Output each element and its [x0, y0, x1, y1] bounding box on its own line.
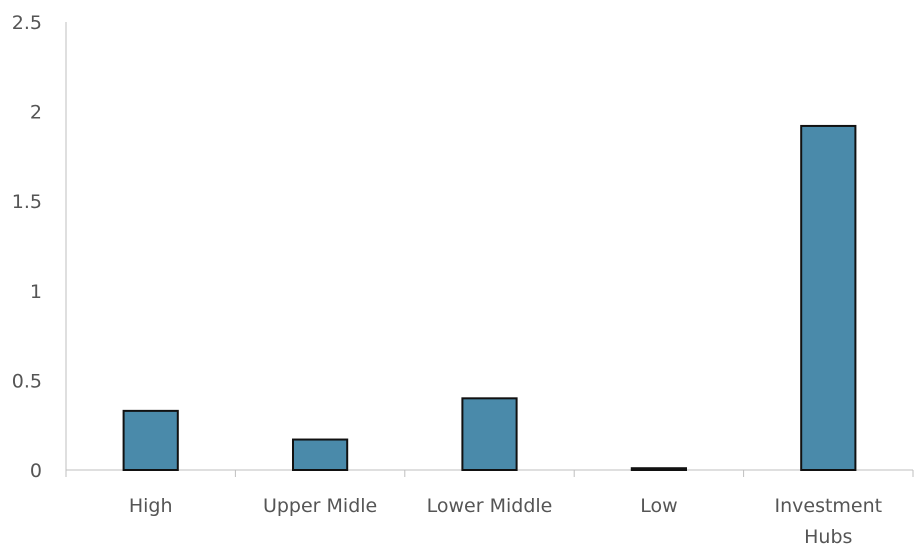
y-tick-label: 0.5 — [12, 370, 42, 392]
bar-low — [630, 467, 688, 472]
x-category-label: Investment Hubs — [774, 495, 882, 546]
bars — [122, 124, 857, 472]
x-category-label: High — [129, 495, 173, 517]
bar-upper-midle — [291, 438, 349, 472]
category-labels: High Upper Midle Lower Middle Low Investment… — [129, 495, 882, 546]
y-axis: 0 0.5 1 1.5 2 2.5 — [12, 12, 67, 482]
y-tick-label: 2.5 — [12, 12, 42, 34]
y-tick-label: 0 — [30, 460, 42, 482]
x-category-label: Lower Middle — [427, 495, 553, 517]
bar-high — [122, 409, 179, 472]
y-tick-label: 2 — [30, 102, 42, 124]
bar-investment-hubs — [800, 124, 857, 471]
x-category-label: Upper Midle — [263, 495, 377, 517]
y-tick-label: 1.5 — [12, 191, 42, 213]
y-tick-label: 1 — [30, 281, 42, 303]
x-category-label: Low — [640, 495, 677, 517]
bar-lower-middle — [461, 397, 518, 472]
x-axis — [65, 469, 914, 477]
